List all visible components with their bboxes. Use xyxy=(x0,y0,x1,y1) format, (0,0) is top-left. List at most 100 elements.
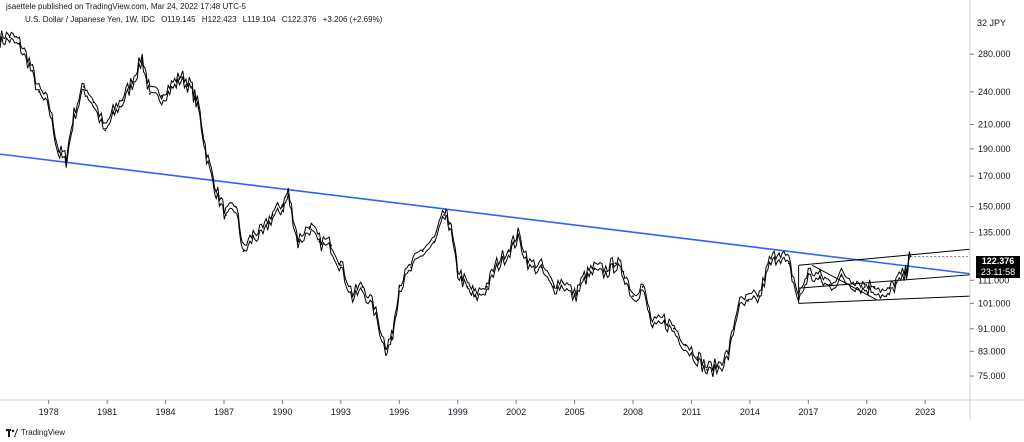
y-tick-label: 210.000 xyxy=(978,119,1011,129)
price-point xyxy=(189,85,192,88)
price-point xyxy=(234,205,237,208)
price-point xyxy=(297,240,299,243)
price-point xyxy=(252,235,255,237)
symbol-title: U.S. Dollar / Japanese Yen, 1W, IDC xyxy=(25,15,155,24)
price-point xyxy=(486,286,488,288)
price-point xyxy=(562,281,564,284)
y-tick-label: 280.000 xyxy=(978,49,1011,59)
price-point xyxy=(308,226,311,228)
price-point xyxy=(507,250,510,253)
x-tick-label: 2023 xyxy=(915,407,935,417)
symbol-info: U.S. Dollar / Japanese Yen, 1W, IDC O119… xyxy=(25,15,386,24)
price-point xyxy=(622,270,625,273)
price-point xyxy=(104,129,107,132)
y-tick-label: 111.000 xyxy=(978,275,1009,285)
price-point xyxy=(717,365,720,368)
price-point xyxy=(330,244,333,247)
price-point xyxy=(160,95,163,97)
price-point xyxy=(242,250,245,253)
time-axis[interactable]: 1978 1981 1984 1987 1990 1993 1996 1999 2002 2005… xyxy=(0,399,1024,417)
brand[interactable]: TradingView xyxy=(6,428,65,437)
ohlc-open: O119.145 xyxy=(161,15,196,24)
price-point xyxy=(0,38,1,40)
brand-name: TradingView xyxy=(21,428,66,437)
price-point xyxy=(112,112,114,114)
scale-label: 32 xyxy=(977,18,988,28)
x-tick-label: 2017 xyxy=(798,407,818,417)
price-point xyxy=(449,222,451,225)
x-tick-label: 1990 xyxy=(272,407,292,417)
price-point xyxy=(727,353,730,356)
last-price-badge: 122.376 23:11:58 xyxy=(976,256,1020,278)
price-point xyxy=(141,57,144,60)
currency-code: JPY xyxy=(989,18,1007,28)
trendline xyxy=(798,248,971,266)
y-tick-label: 75.000 xyxy=(978,371,1006,381)
price-point xyxy=(873,286,876,288)
x-tick-label: 2011 xyxy=(682,407,701,417)
price-point xyxy=(271,214,274,216)
price-point xyxy=(863,286,866,288)
price-point xyxy=(797,297,800,300)
price-point xyxy=(895,281,897,284)
price-series-low xyxy=(0,36,911,378)
price-point xyxy=(443,214,445,216)
x-tick-label: 2014 xyxy=(740,407,760,417)
price-point xyxy=(684,344,687,347)
price-series-high xyxy=(0,30,911,372)
price-point xyxy=(840,274,843,277)
price-point xyxy=(318,240,321,243)
price-point xyxy=(65,158,68,161)
x-tick-label: 1978 xyxy=(39,407,59,417)
x-tick-label: 1981 xyxy=(97,407,117,417)
price-point xyxy=(758,295,761,298)
price-axis[interactable]: 280.000 240.000 210.000 190.000 170.000 150.0… xyxy=(969,0,1011,420)
price-point xyxy=(706,368,708,371)
price-point xyxy=(205,154,208,157)
price-point xyxy=(47,103,50,106)
publisher-line: jsaettele published on TradingView.com, … xyxy=(6,2,246,11)
last-price-value: 122.376 xyxy=(981,256,1015,266)
trendline xyxy=(811,264,877,301)
y-tick-label: 91.000 xyxy=(978,324,1006,334)
ohlc-low: L119.104 xyxy=(242,15,276,24)
price-point xyxy=(398,286,401,288)
x-tick-label: 1987 xyxy=(214,407,234,417)
trendline xyxy=(0,153,971,275)
price-point xyxy=(632,295,634,298)
price-point xyxy=(466,286,469,288)
price-point xyxy=(540,266,543,269)
y-tick-label: 135.000 xyxy=(978,227,1011,237)
price-point xyxy=(390,338,393,341)
price-point xyxy=(287,193,290,195)
price-point xyxy=(28,62,31,64)
price-point xyxy=(819,277,821,279)
plot-area xyxy=(0,30,971,378)
y-tick-label: 190.000 xyxy=(978,144,1011,154)
price-point xyxy=(663,319,666,322)
price-point xyxy=(474,295,477,298)
bar-countdown: 23:11:58 xyxy=(980,267,1016,277)
price-point xyxy=(573,295,576,298)
y-tick-label: 150.000 xyxy=(978,202,1011,212)
x-tick-label: 2008 xyxy=(623,407,643,417)
price-point xyxy=(215,190,218,192)
price-point xyxy=(737,304,740,307)
x-tick-label: 1999 xyxy=(448,407,468,417)
price-point xyxy=(651,325,654,328)
price-point xyxy=(57,150,60,153)
ohlc-close: C122.376 xyxy=(281,15,317,24)
price-point xyxy=(614,262,617,265)
price-point xyxy=(778,252,781,255)
price-point xyxy=(384,347,387,350)
tradingview-logo-icon xyxy=(6,428,18,437)
price-point xyxy=(82,85,85,88)
price-point xyxy=(433,240,436,243)
price-point xyxy=(528,264,531,267)
price-point xyxy=(768,262,771,265)
price-point xyxy=(517,235,520,237)
price-point xyxy=(131,80,134,83)
price-point xyxy=(281,205,284,208)
